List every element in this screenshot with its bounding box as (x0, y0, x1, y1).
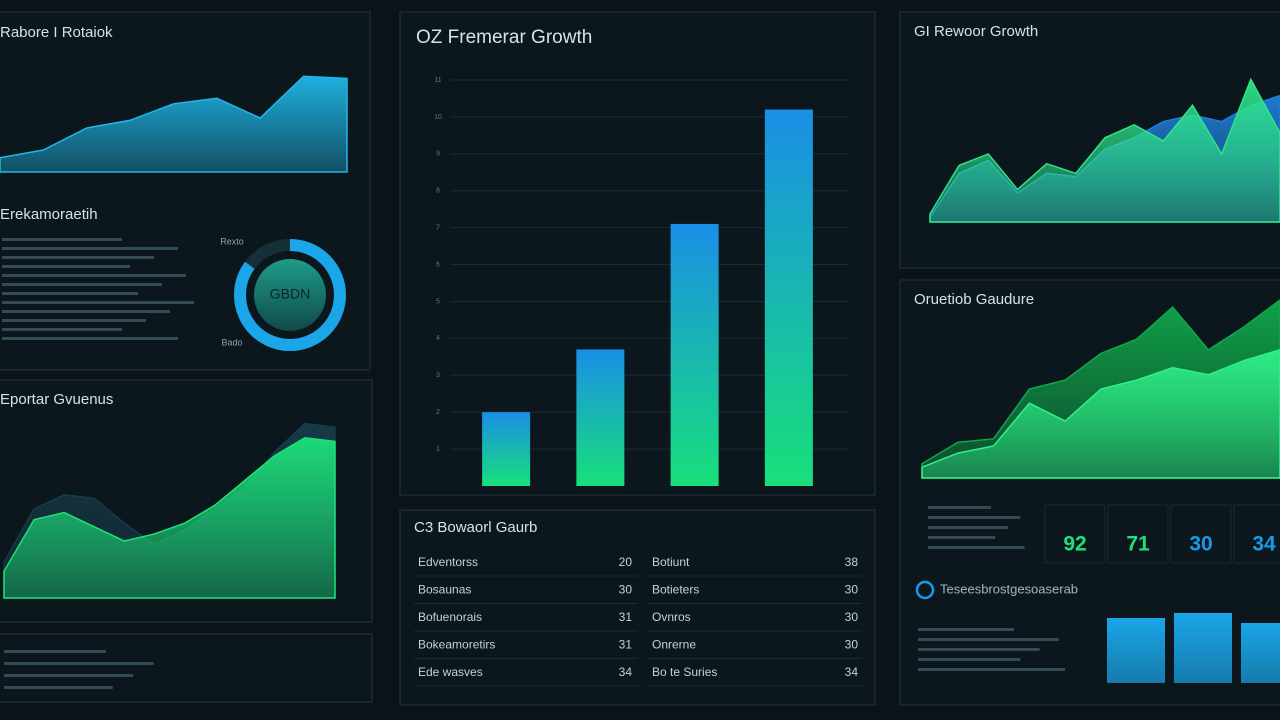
table-label: Ovnros (652, 610, 691, 624)
placeholder-line (918, 658, 1021, 661)
placeholder-line (928, 516, 1021, 519)
donut-core (254, 259, 326, 331)
y-tick-label: 9 (436, 151, 440, 158)
status-text: Teseesbrostgesoaserab (940, 581, 1078, 596)
placeholder-line (918, 638, 1059, 641)
table-value: 30 (845, 638, 859, 652)
panel (0, 633, 373, 703)
kpi-box (1233, 504, 1280, 564)
panel-title: Erekamoraetih (0, 206, 98, 223)
table-label: Bo te Suries (652, 665, 717, 679)
placeholder-line (2, 265, 130, 268)
table-value: 31 (619, 638, 633, 652)
y-tick-label: 6 (436, 261, 440, 268)
table-label: Bosaunas (418, 583, 471, 597)
y-tick-label: 2 (436, 409, 440, 416)
bar (764, 109, 813, 486)
area (0, 75, 348, 173)
bar (1241, 623, 1280, 683)
placeholder-line (4, 674, 134, 677)
y-tick-label: 10 (434, 114, 442, 121)
table-label: Bokeamoretirs (418, 638, 495, 652)
panel-title: Oruetiob Gaudure (914, 291, 1034, 308)
placeholder-line (2, 274, 186, 277)
area (921, 349, 1280, 479)
placeholder-line (918, 668, 1066, 671)
panel-title: C3 Bowaorl Gaurb (414, 519, 537, 536)
placeholder-line (2, 337, 178, 340)
donut-label: Rexto (220, 236, 244, 246)
table-label: Botiunt (652, 555, 690, 569)
y-tick-label: 11 (434, 77, 441, 84)
kpi-value: 71 (1126, 533, 1150, 556)
status-icon (915, 580, 935, 600)
y-tick-label: 1 (436, 446, 440, 453)
y-tick-label: 5 (436, 298, 440, 305)
table-label: Edventorss (418, 555, 478, 569)
bar (1174, 613, 1232, 683)
y-tick-label: 8 (436, 188, 440, 195)
area (929, 77, 1280, 223)
y-tick-label: 7 (436, 224, 440, 231)
placeholder-line (2, 247, 178, 250)
placeholder-line (918, 628, 1014, 631)
panel-title: Rabore I Rotaiok (0, 24, 113, 41)
panel-title: OZ Fremerar Growth (416, 27, 592, 48)
placeholder-line (2, 238, 122, 241)
placeholder-line (4, 662, 154, 665)
kpi-box (1170, 504, 1232, 564)
bar (482, 412, 531, 486)
table-label: Ede wasves (418, 665, 483, 679)
bar (670, 223, 719, 487)
panel (399, 509, 876, 706)
table-label: Botieters (652, 583, 699, 597)
kpi-box (1044, 504, 1106, 564)
y-tick-label: 3 (436, 372, 440, 379)
table-value: 31 (619, 610, 633, 624)
table-value: 30 (845, 583, 859, 597)
kpi-value: 34 (1252, 533, 1276, 556)
placeholder-line (4, 686, 113, 689)
kpi-value: 30 (1189, 533, 1212, 556)
placeholder-line (928, 536, 996, 539)
kpi-value: 92 (1063, 533, 1086, 556)
donut-arc (234, 239, 346, 351)
table-label: Bofuenorais (418, 610, 482, 624)
placeholder-line (928, 526, 1008, 529)
placeholder-line (918, 648, 1040, 651)
bar (1107, 618, 1165, 683)
table-value: 34 (845, 665, 859, 679)
placeholder-line (928, 546, 1025, 549)
placeholder-line (2, 310, 170, 313)
donut-label: GBDN (270, 286, 310, 302)
table-value: 38 (845, 555, 859, 569)
bar (576, 349, 625, 486)
table-value: 30 (619, 583, 633, 597)
area (3, 437, 336, 599)
placeholder-line (2, 256, 154, 259)
placeholder-line (928, 506, 991, 509)
table-value: 30 (845, 610, 859, 624)
table-value: 34 (619, 665, 633, 679)
panel-title: GI Rewoor Growth (914, 23, 1038, 40)
table-value: 20 (619, 555, 633, 569)
placeholder-line (2, 319, 146, 322)
table-label: Onrerne (652, 638, 696, 652)
kpi-box (1107, 504, 1169, 564)
placeholder-line (2, 328, 122, 331)
y-tick-label: 4 (436, 335, 440, 342)
placeholder-line (2, 283, 162, 286)
placeholder-line (4, 650, 106, 653)
placeholder-line (2, 292, 138, 295)
panel-title: Eportar Gvuenus (0, 391, 113, 408)
donut-label: Bado (221, 337, 242, 347)
placeholder-line (2, 301, 194, 304)
